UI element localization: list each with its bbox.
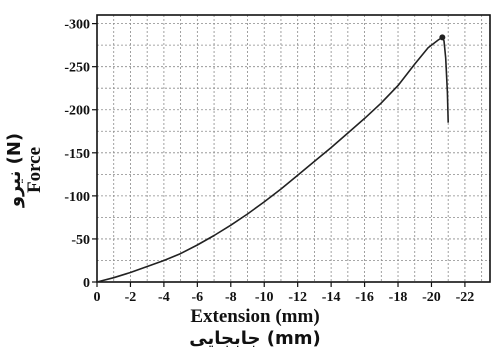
x-tick-label: -22 <box>456 290 475 305</box>
x-tick-label: -10 <box>255 290 274 305</box>
y-tick-label: -250 <box>64 61 90 76</box>
x-tick-label: -6 <box>192 290 204 305</box>
x-tick-label: -12 <box>288 290 307 305</box>
y-tick-label: -300 <box>64 18 90 33</box>
x-axis-label: Extension (mm) <box>190 306 319 327</box>
x-axis-ticks: 0 -2 -4 -6 -8 -10 -12 -14 -16 -18 -20 -22 <box>94 282 475 305</box>
x-tick-label: -2 <box>125 290 137 305</box>
y-tick-label: 0 <box>83 276 90 291</box>
x-tick-label: -16 <box>355 290 374 305</box>
y-tick-label: -50 <box>71 233 90 248</box>
plot-frame <box>96 14 491 283</box>
y-tick-label: -150 <box>64 147 90 162</box>
x-tick-label: -20 <box>422 290 441 305</box>
series-layer <box>96 34 449 283</box>
x-tick-label: -4 <box>158 290 170 305</box>
y-tick-label: -200 <box>64 104 90 119</box>
x-tick-label: -8 <box>225 290 237 305</box>
y-axis-ticks: 0 -50 -100 -150 -200 -250 -300 <box>64 18 97 291</box>
y-axis-label-alt: نیرو (N) <box>4 133 25 208</box>
x-tick-label: -14 <box>322 290 341 305</box>
x-tick-label: -18 <box>389 290 408 305</box>
series-line <box>96 36 449 283</box>
x-axis-label-alt: جابجایی (mm) <box>189 328 320 349</box>
grid-lines <box>97 15 490 282</box>
y-tick-label: -100 <box>64 190 90 205</box>
peak-marker <box>439 34 446 41</box>
y-axis-label: Force <box>24 147 45 193</box>
x-tick-label: 0 <box>94 290 101 305</box>
